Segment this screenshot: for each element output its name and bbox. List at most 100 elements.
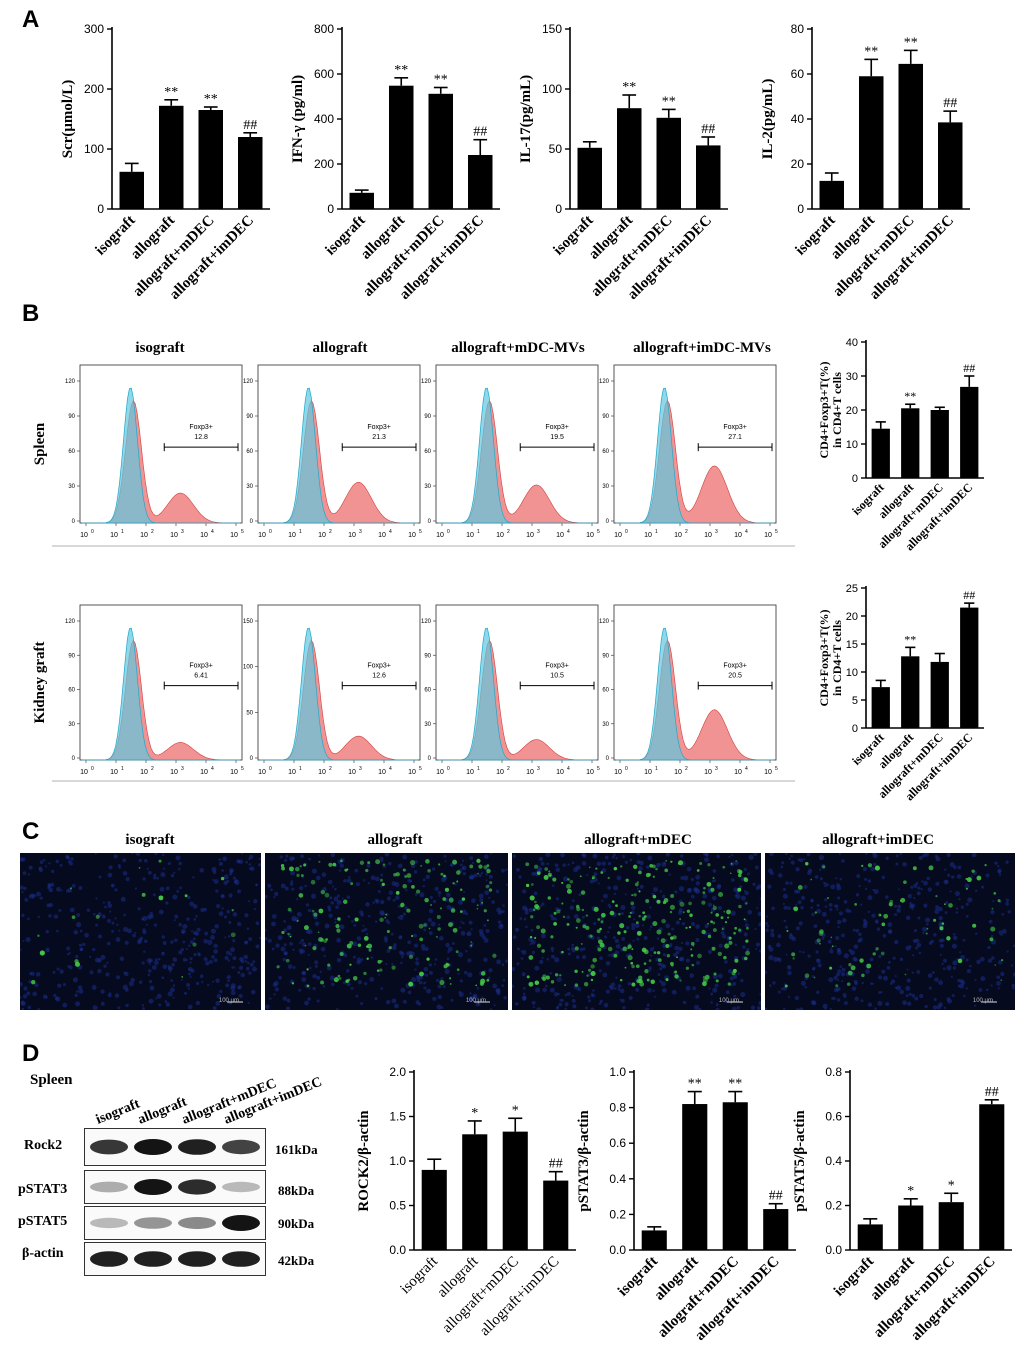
bar-isograft <box>349 192 374 209</box>
nucleus-dot <box>577 987 582 992</box>
nucleus-dot <box>873 862 877 866</box>
nucleus-dot <box>926 876 930 881</box>
nucleus-dot <box>62 983 66 987</box>
nucleus-dot <box>115 975 121 980</box>
nucleus-dot <box>882 933 887 938</box>
nucleus-dot <box>587 995 591 999</box>
nucleus-dot <box>770 928 775 933</box>
nucleus-dot <box>274 987 279 992</box>
nucleus-dot <box>446 892 451 898</box>
green-signal <box>349 963 352 966</box>
nucleus-dot <box>215 978 220 983</box>
green-signal <box>388 946 392 950</box>
nucleus-dot <box>143 950 146 953</box>
bar-allograft <box>682 1104 708 1250</box>
green-signal <box>696 869 700 872</box>
nucleus-dot <box>965 987 968 990</box>
nucleus-dot <box>797 900 802 905</box>
nucleus-dot <box>195 1000 201 1006</box>
nucleus-dot <box>619 998 622 1001</box>
nucleus-dot <box>357 980 363 985</box>
nucleus-dot <box>436 1004 442 1010</box>
green-signal <box>285 958 290 963</box>
green-signal <box>379 968 383 972</box>
y-axis-label: pSTAT3/β-actin <box>576 1110 592 1212</box>
green-signal <box>320 980 325 985</box>
nucleus-dot <box>343 953 348 958</box>
nucleus-dot <box>189 957 193 961</box>
nucleus-dot <box>288 856 294 862</box>
green-signal <box>564 984 566 987</box>
green-signal <box>638 890 641 893</box>
nucleus-dot <box>368 915 371 918</box>
nucleus-dot <box>632 939 635 942</box>
nucleus-dot <box>596 936 600 940</box>
green-signal <box>393 873 397 877</box>
nucleus-dot <box>603 893 608 899</box>
nucleus-dot <box>56 929 59 933</box>
green-signal <box>935 894 938 898</box>
flow-x-tick-label: 10 <box>526 532 534 539</box>
green-signal <box>835 984 839 988</box>
nucleus-dot <box>380 987 384 990</box>
nucleus-dot <box>612 853 616 857</box>
nucleus-dot <box>781 861 785 865</box>
nucleus-dot <box>154 853 158 856</box>
nucleus-dot <box>67 856 70 860</box>
green-signal <box>379 878 384 882</box>
green-signal <box>561 881 564 884</box>
nucleus-dot <box>20 1001 26 1007</box>
green-signal <box>559 974 562 977</box>
nucleus-dot <box>483 924 487 927</box>
nucleus-dot <box>944 901 949 905</box>
y-axis-label-2: in CD4+T cells <box>830 372 844 448</box>
nucleus-dot <box>354 868 359 873</box>
nucleus-dot <box>938 1002 943 1007</box>
green-signal <box>688 926 692 929</box>
nucleus-dot <box>298 988 302 992</box>
nucleus-dot <box>178 950 183 955</box>
green-signal <box>701 929 706 935</box>
flow-x-tick-exp: 3 <box>537 766 540 772</box>
y-tick-label: 0.0 <box>825 1243 842 1257</box>
nucleus-dot <box>954 891 960 897</box>
green-signal <box>437 927 441 931</box>
nucleus-dot <box>201 980 204 984</box>
nucleus-dot <box>429 895 433 900</box>
significance-mark: ** <box>904 389 916 403</box>
green-signal <box>192 942 197 947</box>
nucleus-dot <box>947 998 953 1004</box>
green-signal <box>342 899 348 905</box>
nucleus-dot <box>831 996 835 1001</box>
green-signal <box>31 979 36 985</box>
nucleus-dot <box>219 989 223 994</box>
nucleus-dot <box>436 978 440 983</box>
nucleus-dot <box>902 1000 907 1006</box>
nucleus-dot <box>68 951 71 955</box>
nucleus-dot <box>164 1000 168 1003</box>
nucleus-dot <box>894 913 898 917</box>
green-signal <box>847 970 853 976</box>
nucleus-dot <box>555 897 559 901</box>
nucleus-dot <box>695 924 700 929</box>
nucleus-dot <box>522 889 527 894</box>
green-signal <box>459 910 463 913</box>
flow-x-tick-exp: 2 <box>685 766 688 772</box>
green-signal <box>303 925 309 931</box>
flow-x-tick-label: 10 <box>674 532 682 539</box>
nucleus-dot <box>132 933 136 938</box>
nucleus-dot <box>207 939 213 945</box>
y-axis-label: IL-17(pg/mL) <box>518 75 534 163</box>
y-tick-label: 300 <box>84 22 104 36</box>
green-signal <box>912 866 917 871</box>
nucleus-dot <box>361 929 365 933</box>
nucleus-dot <box>146 958 152 963</box>
nucleus-dot <box>265 936 268 941</box>
nucleus-dot <box>107 900 111 905</box>
nucleus-dot <box>391 998 397 1004</box>
nucleus-dot <box>858 884 861 888</box>
nucleus-dot <box>922 931 925 934</box>
y-tick-label: 50 <box>549 142 563 156</box>
flow-x-tick-label: 10 <box>436 532 444 539</box>
nucleus-dot <box>731 1006 737 1010</box>
